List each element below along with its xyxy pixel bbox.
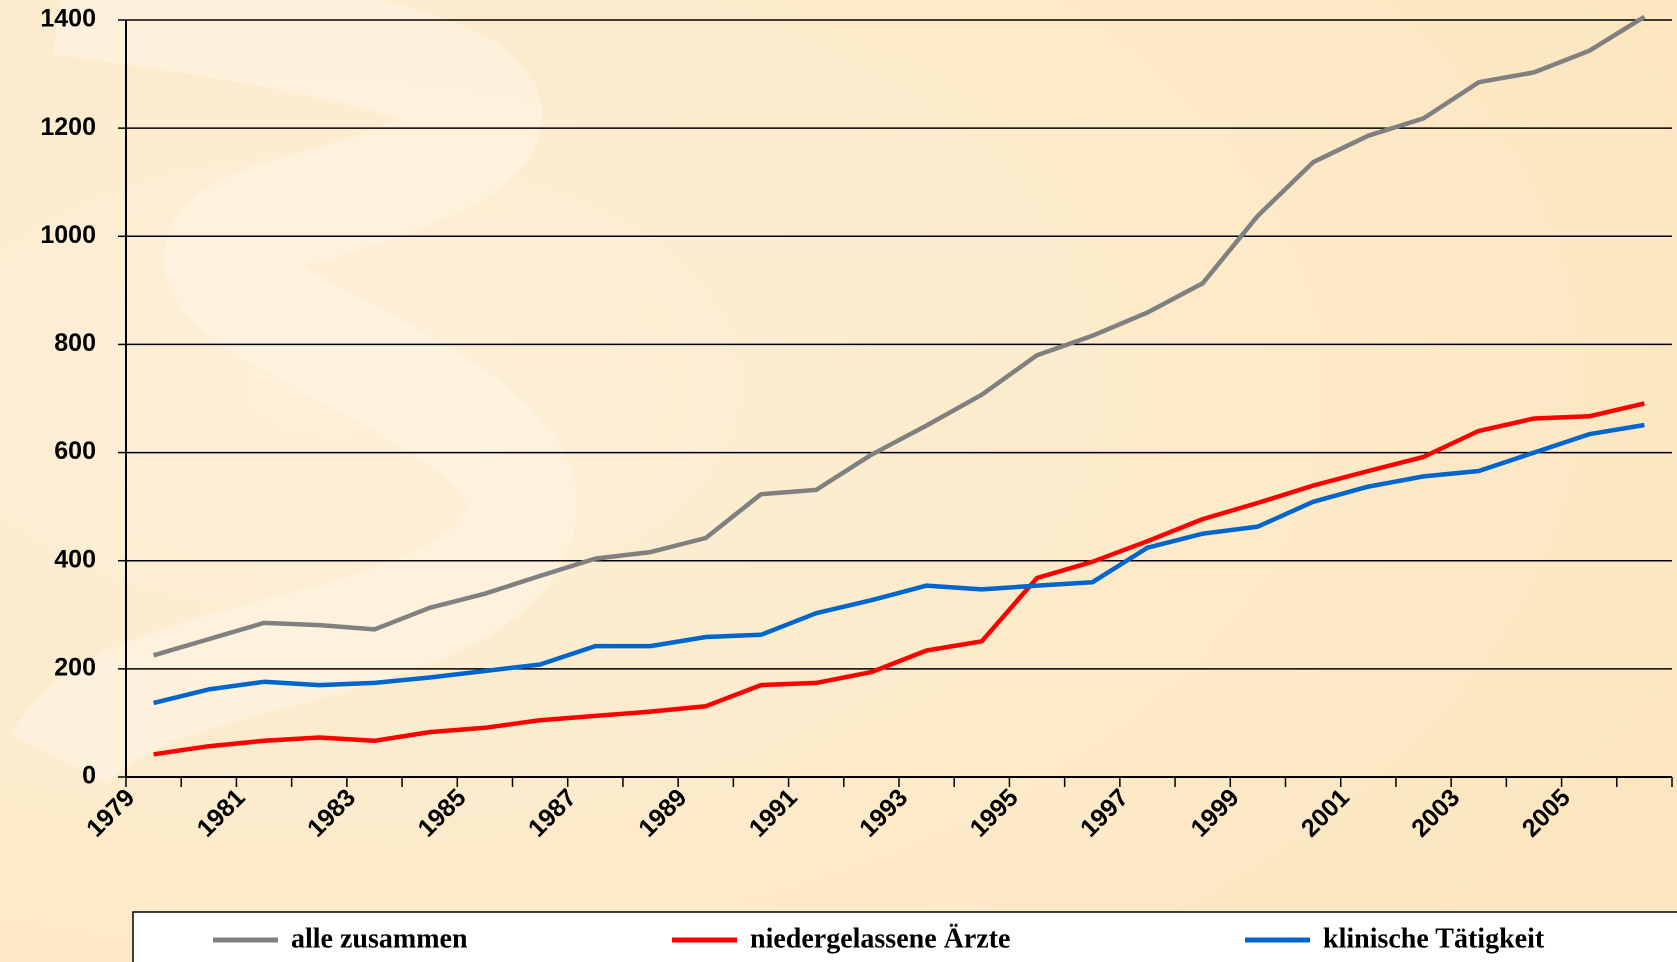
y-tick-label: 0 [82,762,96,790]
y-tick-label: 400 [54,545,96,573]
legend-label: alle zusammen [291,923,468,954]
legend-label: klinische Tätigkeit [1323,923,1545,954]
legend-label: niedergelassene Ärzte [750,923,1010,954]
y-tick-label: 1000 [40,221,96,249]
y-tick-label: 1200 [40,113,96,141]
y-tick-label: 200 [54,653,96,681]
y-tick-label: 800 [54,329,96,357]
y-tick-label: 1400 [40,5,96,33]
chart: 0200400600800100012001400197919811983198… [0,0,1677,962]
y-tick-label: 600 [54,437,96,465]
